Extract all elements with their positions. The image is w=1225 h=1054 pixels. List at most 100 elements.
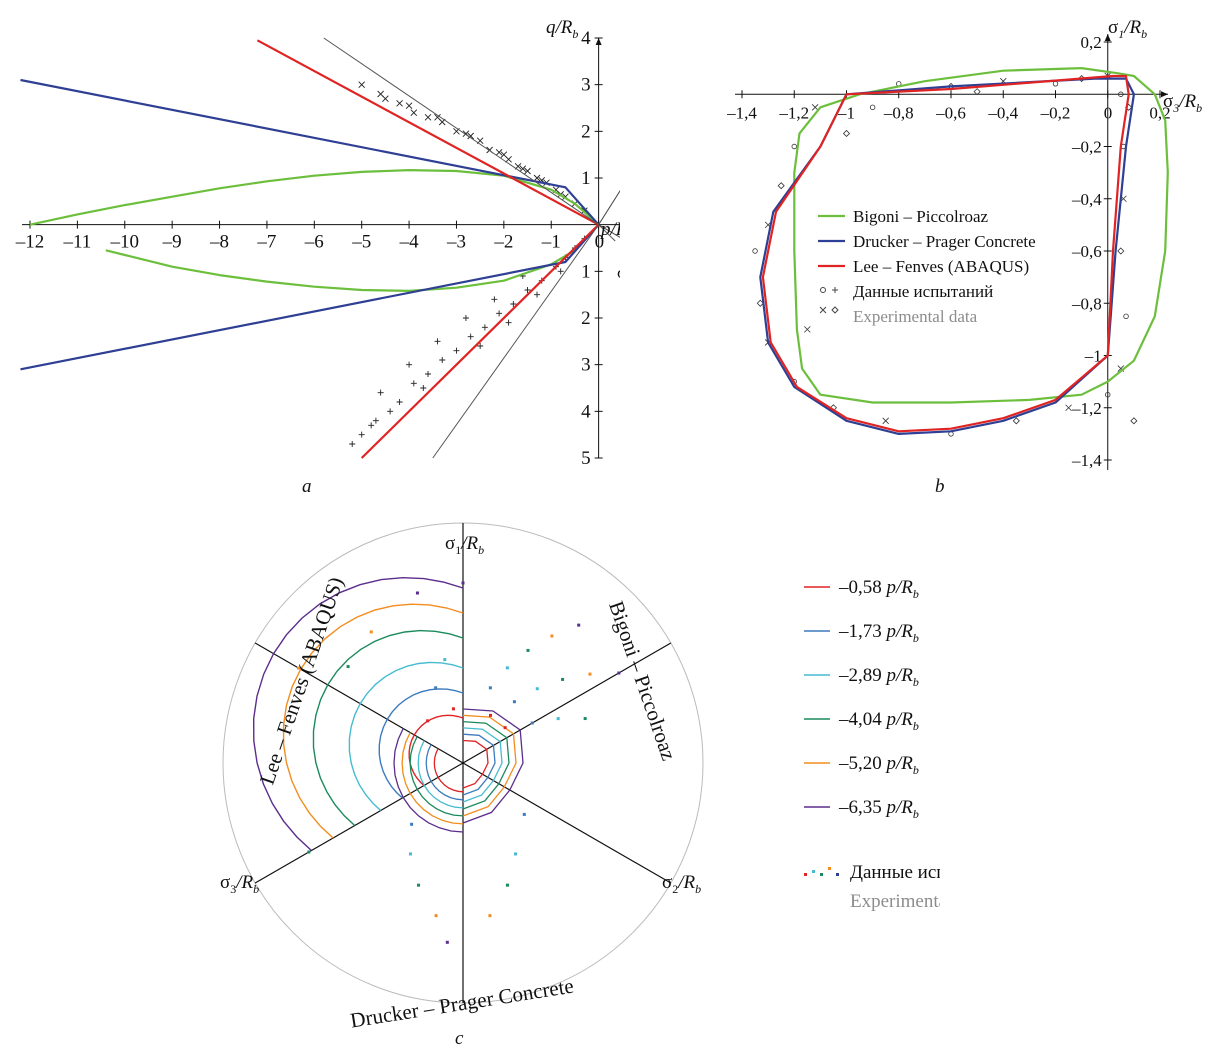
legend-data-ru: Данные испытаний — [853, 282, 993, 301]
legend-c-label-1: –1,73 p/Rb — [838, 621, 919, 645]
panel-a-y-tick-label: 1 — [581, 168, 591, 189]
panel-c-data-dot — [409, 852, 412, 856]
panel-a-series-line-7 — [432, 224, 600, 459]
scatter-point-diamond — [1012, 417, 1020, 425]
scatter-point-circle — [869, 104, 876, 111]
panel-c-data-dot — [346, 665, 350, 669]
panel-c-data-dots — [296, 581, 621, 944]
legend-c-data-en: Experimental data — [850, 891, 940, 912]
scatter-point-plus — [406, 361, 413, 368]
panel-c-radial-axis-1 — [462, 642, 672, 764]
panel-a-x-tick-label: –9 — [162, 232, 182, 253]
panel-a-y-tick-label: 2 — [581, 121, 591, 142]
scatter-point-diamond — [1130, 417, 1138, 425]
panel-c-data-dot — [530, 721, 534, 725]
panel-b-ylabel: σ1/Rb — [1108, 17, 1147, 41]
scatter-point-plus — [349, 441, 356, 447]
panel-c-radial-axis-2 — [462, 762, 672, 884]
scatter-point-x — [467, 132, 474, 140]
scatter-point-plus — [396, 399, 403, 405]
scatter-point-plus — [425, 371, 432, 377]
panel-c-curve-drucker-4 — [401, 732, 464, 825]
panel-b-plot: –1,4 –1,2 –1 –0,8 –0,6 –0,4 –0,2 0 0,20,2–0,2–0,… — [726, 33, 1171, 470]
scatter-point-x — [410, 109, 418, 116]
panel-b-y-tick-label: –0,2 — [1071, 138, 1102, 157]
scatter-point-x — [500, 151, 508, 158]
scatter-point-diamond — [777, 182, 785, 190]
panel-a-x-tick-label: –7 — [256, 232, 276, 253]
panel-c-legend-data: Данные испытаний Experimental data — [804, 862, 940, 912]
panel-c-data-dot — [369, 630, 373, 634]
panel-c-data-dot — [410, 822, 414, 826]
scatter-point-circle — [752, 248, 758, 254]
legend-c-data-ru: Данные испытаний — [850, 862, 940, 883]
panel-b-x-tick-label: –1 — [837, 103, 855, 122]
scatter-point-x — [405, 102, 413, 109]
panel-c-data-dot — [451, 707, 455, 711]
legend-label-bigoni: Bigoni – Piccolroaz — [853, 207, 988, 226]
axis-label-sigma2: σ2/Rb — [662, 872, 701, 896]
panel-b-x-tick-label: –0,8 — [883, 103, 914, 122]
panel-a-y-tick-label: 3 — [581, 75, 591, 96]
panel-c-curve-lee-4 — [282, 603, 464, 839]
scatter-point-circle — [791, 143, 797, 150]
chart-panel-b: –1,4 –1,2 –1 –0,8 –0,6 –0,4 –0,2 0 0,20,2–0,2–0,… — [726, 17, 1202, 470]
chart-panel-a: –12–11–10–9–8–7–6–5–4–3–2–101432112345 p… — [15, 17, 620, 469]
panel-c-data-dot — [415, 591, 419, 595]
scatter-point-x — [811, 104, 819, 111]
panel-c-curve-drucker-1 — [425, 744, 464, 801]
panel-c-curve-lee-0 — [408, 714, 464, 787]
panel-a-x-tick-label: –8 — [209, 232, 229, 253]
panel-c-curve-bigoni-4 — [462, 714, 517, 817]
panel-c-data-dot — [522, 812, 526, 816]
scatter-point-plus — [453, 347, 460, 354]
scatter-point-plus — [358, 431, 365, 438]
scatter-point-plus — [467, 333, 474, 340]
panel-a-x-tick-label: –12 — [15, 232, 45, 253]
panel-c-data-dot — [561, 677, 565, 681]
panel-c-curve-lee-1 — [378, 688, 464, 799]
panel-c-legend: –0,58 p/Rb –1,73 p/Rb –2,89 p/Rb –4,04 p/Rb… — [804, 577, 919, 821]
panel-c-curve-lee-3 — [312, 629, 464, 827]
legend-label-lee: Lee – Fenves (ABAQUS) — [853, 257, 1029, 276]
scatter-point-plus — [505, 319, 512, 326]
scatter-point-plus — [434, 338, 441, 345]
panel-c-data-dot — [556, 717, 560, 721]
panel-b-x-tick-label: –0,4 — [987, 103, 1018, 122]
legend-dot-1 — [804, 873, 807, 876]
scatter-point-circle — [1052, 81, 1059, 87]
panel-c-data-dot — [417, 883, 421, 887]
scatter-point-plus — [372, 417, 379, 424]
panel-c-sector-labels: Lee – Fenves (ABAQUS) Bigoni – Piccolroa… — [255, 574, 681, 1030]
scatter-point-x — [524, 167, 531, 175]
panel-c-data-dot — [535, 687, 539, 691]
scatter-point-x — [424, 114, 432, 121]
scatter-point-x — [519, 165, 527, 172]
scatter-point-x — [382, 95, 389, 102]
panel-b-y-tick-label: –1 — [1084, 347, 1102, 366]
panel-b-x-tick-label: –0,6 — [935, 103, 966, 122]
panel-c-data-dot — [526, 648, 530, 652]
panel-a-x-tick-label: 0 — [595, 232, 605, 253]
panel-a-y-tick-label: 2 — [581, 308, 591, 329]
panel-c-curve-drucker-2 — [417, 740, 464, 809]
scatter-point-x — [434, 114, 441, 121]
panel-b-y-tick-label: 0,2 — [1081, 33, 1102, 52]
panel-a-x-tick-label: –11 — [62, 232, 91, 253]
panel-a-y-tick-label: 3 — [581, 355, 591, 376]
scatter-point-circle — [1123, 313, 1129, 320]
panel-b-axis-labels: σ3/Rb σ1/Rb — [1108, 17, 1202, 115]
panel-b-y-tick-label: –0,6 — [1071, 242, 1102, 261]
panel-c-data-dot — [505, 666, 509, 670]
panel-a-x-tick-label: –6 — [304, 232, 324, 253]
panel-c-data-dot — [505, 883, 509, 887]
panel-a-x-tick-label: –3 — [446, 232, 466, 253]
panel-b-y-arrow — [1104, 34, 1111, 41]
axis-label-sigma1: σ1/Rb — [445, 533, 484, 557]
panel-a-x-tick-label: –1 — [541, 232, 561, 253]
panel-c-caption: c — [455, 1028, 464, 1049]
scatter-point-x — [882, 417, 889, 425]
panel-b-x-arrow — [1161, 91, 1168, 98]
legend-dot-4 — [828, 867, 831, 870]
scatter-point-circle — [1105, 391, 1111, 398]
